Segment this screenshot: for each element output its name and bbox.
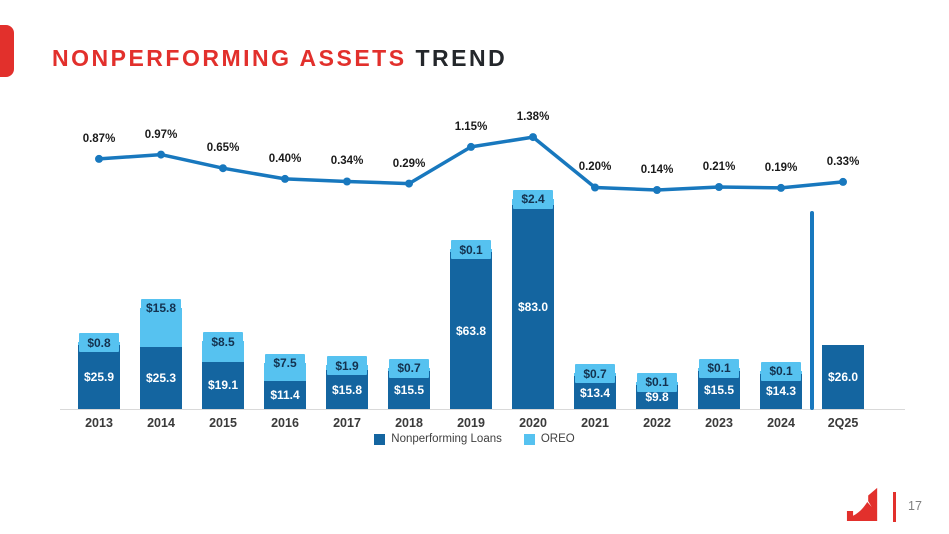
bar-value-label: $63.8: [455, 323, 487, 338]
line-point-label: 0.87%: [82, 132, 116, 145]
line-data-point: [529, 133, 537, 142]
corner-accent-tab: [0, 25, 14, 77]
x-axis-category-label: 2014: [147, 416, 175, 430]
x-axis-category-label: 2022: [643, 416, 671, 430]
x-axis-category-label: 2016: [271, 416, 299, 430]
oreo-value-callout: $15.8: [141, 298, 181, 318]
bar-segment-nonperforming-loans: $83.0: [512, 204, 554, 409]
bar-value-label: $9.8: [645, 389, 669, 404]
x-axis-category-label: 2023: [705, 416, 733, 430]
line-data-point: [405, 179, 413, 188]
x-axis-category-label: 2021: [581, 416, 609, 430]
bar-value-label: $14.3: [765, 384, 797, 399]
line-point-label: 1.38%: [516, 111, 550, 124]
line-point-label: 0.34%: [330, 155, 364, 168]
x-axis-category-label: 2Q25: [827, 416, 859, 430]
bar-value-label: $19.1: [207, 378, 239, 393]
bar-value-label: $26.0: [827, 370, 859, 384]
legend-item-nonperforming-loans: Nonperforming Loans: [374, 433, 502, 445]
oreo-value-callout: $0.1: [451, 240, 491, 260]
line-data-point: [343, 177, 351, 186]
x-axis-category-label: 2013: [85, 416, 113, 430]
legend-swatch-light-blue: [523, 433, 535, 445]
bar-value-label: $25.9: [83, 370, 115, 385]
footer-divider: [893, 492, 896, 522]
oreo-value-callout: $0.1: [637, 372, 677, 392]
line-point-label: 0.40%: [268, 152, 302, 165]
bar-value-label: $15.5: [393, 382, 425, 397]
page-title: NONPERFORMING ASSETS TREND: [52, 45, 507, 72]
line-point-label: 1.15%: [454, 120, 488, 133]
line-point-label: 0.20%: [578, 161, 612, 174]
x-axis-category-label: 2018: [395, 416, 423, 430]
line-data-point: [715, 183, 723, 191]
line-point-label: 0.97%: [144, 128, 178, 141]
oreo-value-callout: $0.8: [79, 333, 119, 353]
bar-value-label: $25.3: [145, 370, 177, 385]
bar-value-label: $15.5: [703, 382, 735, 397]
oreo-value-callout: $7.5: [265, 353, 305, 373]
line-data-point: [219, 164, 227, 173]
oreo-value-callout: $0.1: [761, 361, 801, 381]
line-data-point: [95, 154, 103, 163]
bar-value-label: $13.4: [579, 385, 611, 400]
line-data-point: [653, 186, 661, 194]
page-title-accent: NONPERFORMING ASSETS: [52, 45, 407, 72]
line-data-point: [777, 183, 785, 192]
line-point-label: 0.19%: [764, 161, 798, 174]
bar-segment-nonperforming-loans: $11.4: [264, 380, 306, 409]
line-data-point: [157, 150, 165, 159]
line-data-point: [281, 174, 289, 183]
oreo-value-callout: $8.5: [203, 332, 243, 352]
line-point-label: 0.14%: [640, 164, 674, 177]
line-point-label: 0.29%: [392, 157, 426, 170]
oreo-value-callout: $0.7: [575, 364, 615, 384]
bar-segment-nonperforming-loans: $15.8: [326, 370, 368, 409]
bar-segment-nonperforming-loans: $26.0: [822, 345, 864, 409]
x-axis-category-label: 2015: [209, 416, 237, 430]
oreo-value-callout: $1.9: [327, 356, 367, 376]
bar-value-label: $11.4: [270, 387, 300, 402]
x-axis-category-label: 2019: [457, 416, 485, 430]
chart-legend: Nonperforming Loans OREO: [0, 433, 949, 445]
x-axis-line: [60, 409, 905, 410]
line-point-label: 0.33%: [826, 155, 860, 168]
line-data-point: [467, 142, 475, 151]
legend-swatch-dark-blue: [374, 433, 386, 445]
legend-label: OREO: [540, 433, 575, 445]
bar-segment-nonperforming-loans: $25.9: [78, 345, 120, 409]
bar-segment-nonperforming-loans: $19.1: [202, 362, 244, 409]
oreo-value-callout: $0.7: [389, 358, 429, 378]
oreo-value-callout: $2.4: [513, 189, 553, 209]
line-point-label: 0.21%: [702, 161, 736, 174]
bar-value-label: $83.0: [517, 299, 549, 314]
page-number: 17: [908, 499, 922, 513]
brand-logo-icon: [846, 487, 878, 521]
x-axis-category-label: 2024: [767, 416, 795, 430]
bar-segment-nonperforming-loans: $25.3: [140, 346, 182, 409]
legend-label: Nonperforming Loans: [391, 433, 502, 445]
oreo-value-callout: $0.1: [699, 358, 739, 378]
bar-value-label: $15.8: [331, 382, 363, 397]
bar-segment-nonperforming-loans: $63.8: [450, 252, 492, 409]
line-data-point: [591, 183, 599, 192]
line-point-label: 0.65%: [206, 142, 240, 155]
x-axis-category-label: 2017: [333, 416, 361, 430]
page-title-rest: TREND: [415, 45, 508, 72]
period-separator-line: [810, 211, 814, 410]
legend-item-oreo: OREO: [523, 433, 575, 445]
line-data-point: [839, 177, 847, 186]
x-axis-category-label: 2020: [519, 416, 547, 430]
